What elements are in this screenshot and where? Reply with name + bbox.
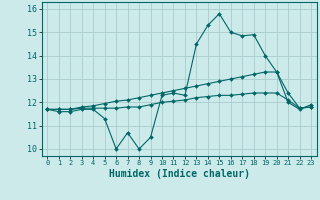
- X-axis label: Humidex (Indice chaleur): Humidex (Indice chaleur): [109, 169, 250, 179]
